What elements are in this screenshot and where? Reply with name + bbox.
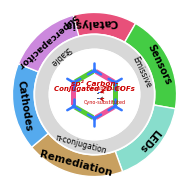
Polygon shape (98, 92, 101, 93)
Circle shape (114, 105, 117, 108)
Text: Conjugated 2D COFs: Conjugated 2D COFs (54, 86, 135, 92)
Polygon shape (95, 105, 115, 120)
Polygon shape (74, 69, 94, 84)
Circle shape (93, 69, 96, 72)
Polygon shape (95, 105, 115, 120)
Wedge shape (18, 15, 79, 72)
Polygon shape (71, 84, 76, 105)
Text: Cathodes: Cathodes (15, 80, 33, 132)
Circle shape (72, 105, 75, 108)
Text: Cyno-substituted: Cyno-substituted (84, 100, 126, 105)
Polygon shape (74, 69, 94, 84)
Polygon shape (74, 105, 94, 120)
Circle shape (49, 49, 140, 140)
Wedge shape (12, 64, 48, 147)
Circle shape (12, 12, 177, 177)
Text: π-conjugation: π-conjugation (54, 133, 108, 156)
Wedge shape (115, 105, 175, 172)
Text: Stable: Stable (48, 44, 72, 67)
Circle shape (72, 105, 75, 108)
Text: Sensors: Sensors (145, 43, 173, 86)
Text: Supercapacitor: Supercapacitor (15, 12, 79, 70)
Polygon shape (71, 84, 76, 105)
Circle shape (93, 69, 96, 72)
Polygon shape (74, 105, 94, 120)
Text: Remediation: Remediation (39, 149, 113, 178)
Polygon shape (98, 98, 101, 99)
Polygon shape (113, 84, 118, 105)
Wedge shape (32, 133, 123, 177)
Circle shape (114, 81, 117, 84)
Text: sp² Carbon-: sp² Carbon- (71, 80, 118, 87)
Text: LEDs: LEDs (137, 127, 161, 154)
Circle shape (72, 81, 75, 84)
Text: Emissive: Emissive (130, 55, 153, 90)
Polygon shape (95, 69, 115, 84)
Text: Unsubstituted: Unsubstituted (89, 86, 123, 91)
Circle shape (34, 34, 155, 155)
Circle shape (114, 81, 117, 84)
Polygon shape (113, 84, 118, 105)
Circle shape (36, 36, 153, 153)
Circle shape (49, 49, 140, 140)
Circle shape (114, 105, 117, 108)
Circle shape (93, 117, 96, 120)
Polygon shape (95, 69, 115, 84)
Circle shape (72, 81, 75, 84)
Text: Catalysis: Catalysis (65, 17, 118, 29)
Circle shape (93, 117, 96, 120)
Wedge shape (47, 12, 136, 45)
Wedge shape (125, 23, 177, 109)
